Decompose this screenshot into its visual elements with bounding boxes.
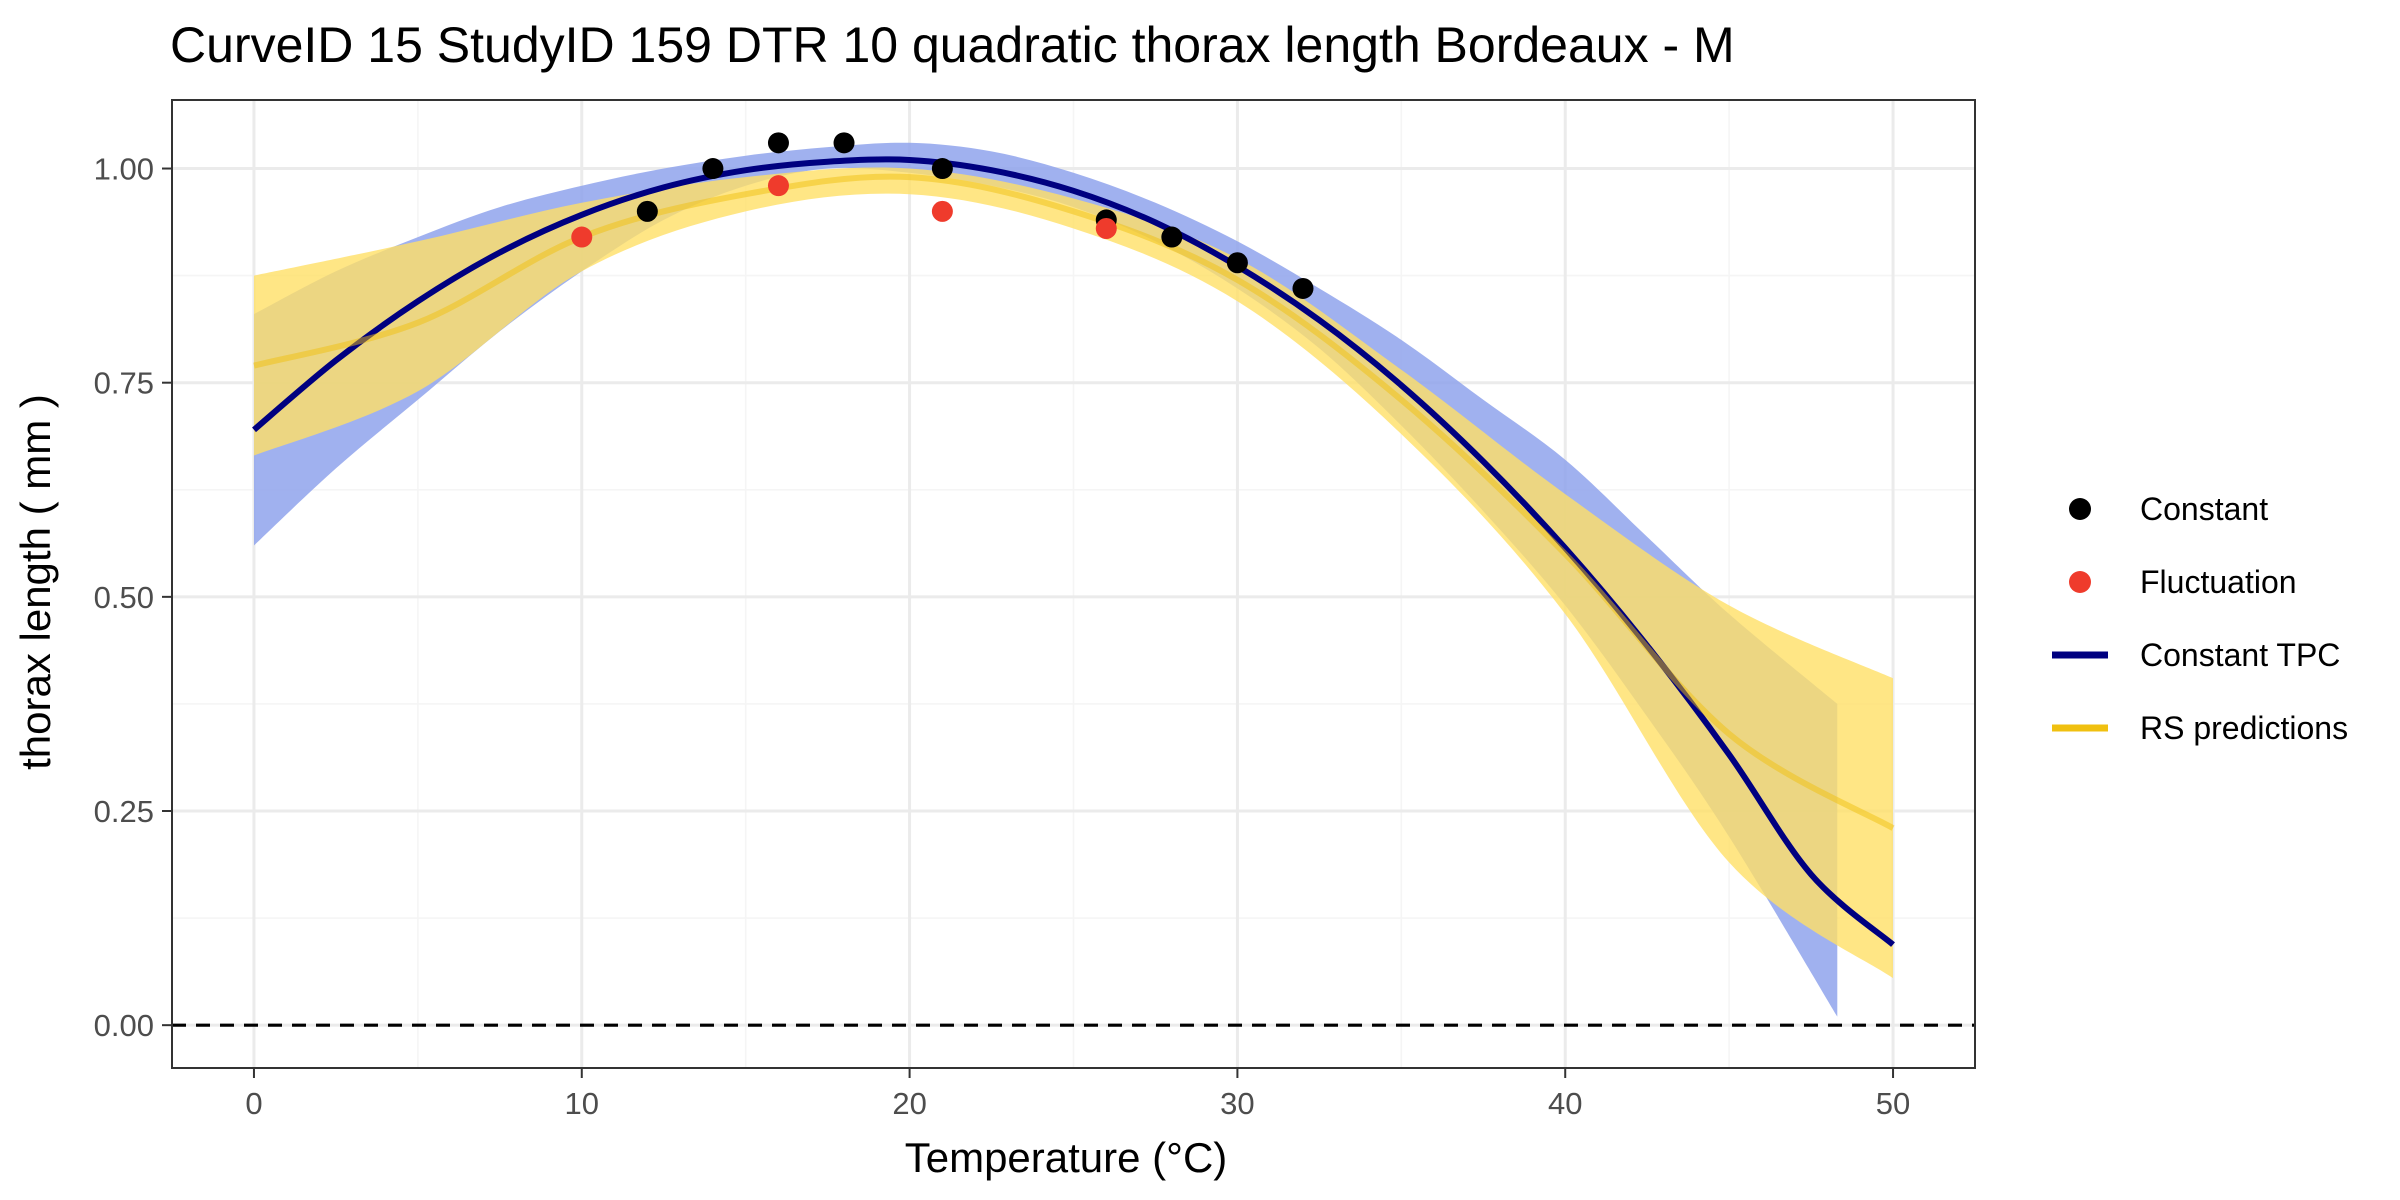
fluctuation-point [1095,217,1117,239]
x-tick-label: 50 [1876,1086,1910,1121]
legend-label-fluctuation: Fluctuation [2140,564,2297,600]
fluctuation-point [767,175,789,197]
legend-key-fluctuation [2069,571,2091,593]
constant-point [636,200,658,222]
constant-point [1292,277,1314,299]
fluctuation-points [571,175,1117,248]
legend-item-fluctuation: Fluctuation [2069,564,2297,600]
x-axis-title: Temperature (°C) [905,1134,1228,1181]
x-tick-label: 30 [1220,1086,1254,1121]
x-tick-label: 10 [565,1086,599,1121]
y-tick-label: 0.25 [94,794,154,829]
chart-title: CurveID 15 StudyID 159 DTR 10 quadratic … [170,17,1735,73]
legend-label-constant-tpc: Constant TPC [2140,637,2340,673]
constant-point [767,132,789,154]
legend-item-constant: Constant [2069,491,2268,527]
legend: Constant Fluctuation Constant TPC RS predic… [2052,491,2348,746]
x-tick-label: 40 [1548,1086,1582,1121]
x-tick-label: 20 [892,1086,926,1121]
panel-border [171,99,1976,1069]
y-axis-title: thorax length ( mm ) [12,394,59,770]
y-tick-label: 0.00 [94,1008,154,1043]
fluctuation-point [931,200,953,222]
constant-point [1161,226,1183,248]
y-axis: 0.00 0.25 0.50 0.75 1.00 [94,152,172,1043]
legend-item-constant-tpc: Constant TPC [2052,637,2340,673]
plot-panel [171,99,1976,1069]
fluctuation-point [571,226,593,248]
constant-points [636,132,1314,299]
legend-label-rs-predictions: RS predictions [2140,710,2348,746]
y-tick-label: 0.75 [94,366,154,401]
rs-predictions-confidence-band [254,167,1893,979]
legend-item-rs-predictions: RS predictions [2052,710,2348,746]
constant-point [702,158,724,180]
y-tick-label: 1.00 [94,152,154,187]
x-axis: 0 10 20 30 40 50 [245,1068,1910,1121]
constant-point [931,158,953,180]
x-tick-label: 0 [245,1086,262,1121]
legend-key-constant [2069,498,2091,520]
y-tick-label: 0.50 [94,580,154,615]
constant-point [1226,252,1248,274]
legend-label-constant: Constant [2140,491,2268,527]
constant-point [833,132,855,154]
